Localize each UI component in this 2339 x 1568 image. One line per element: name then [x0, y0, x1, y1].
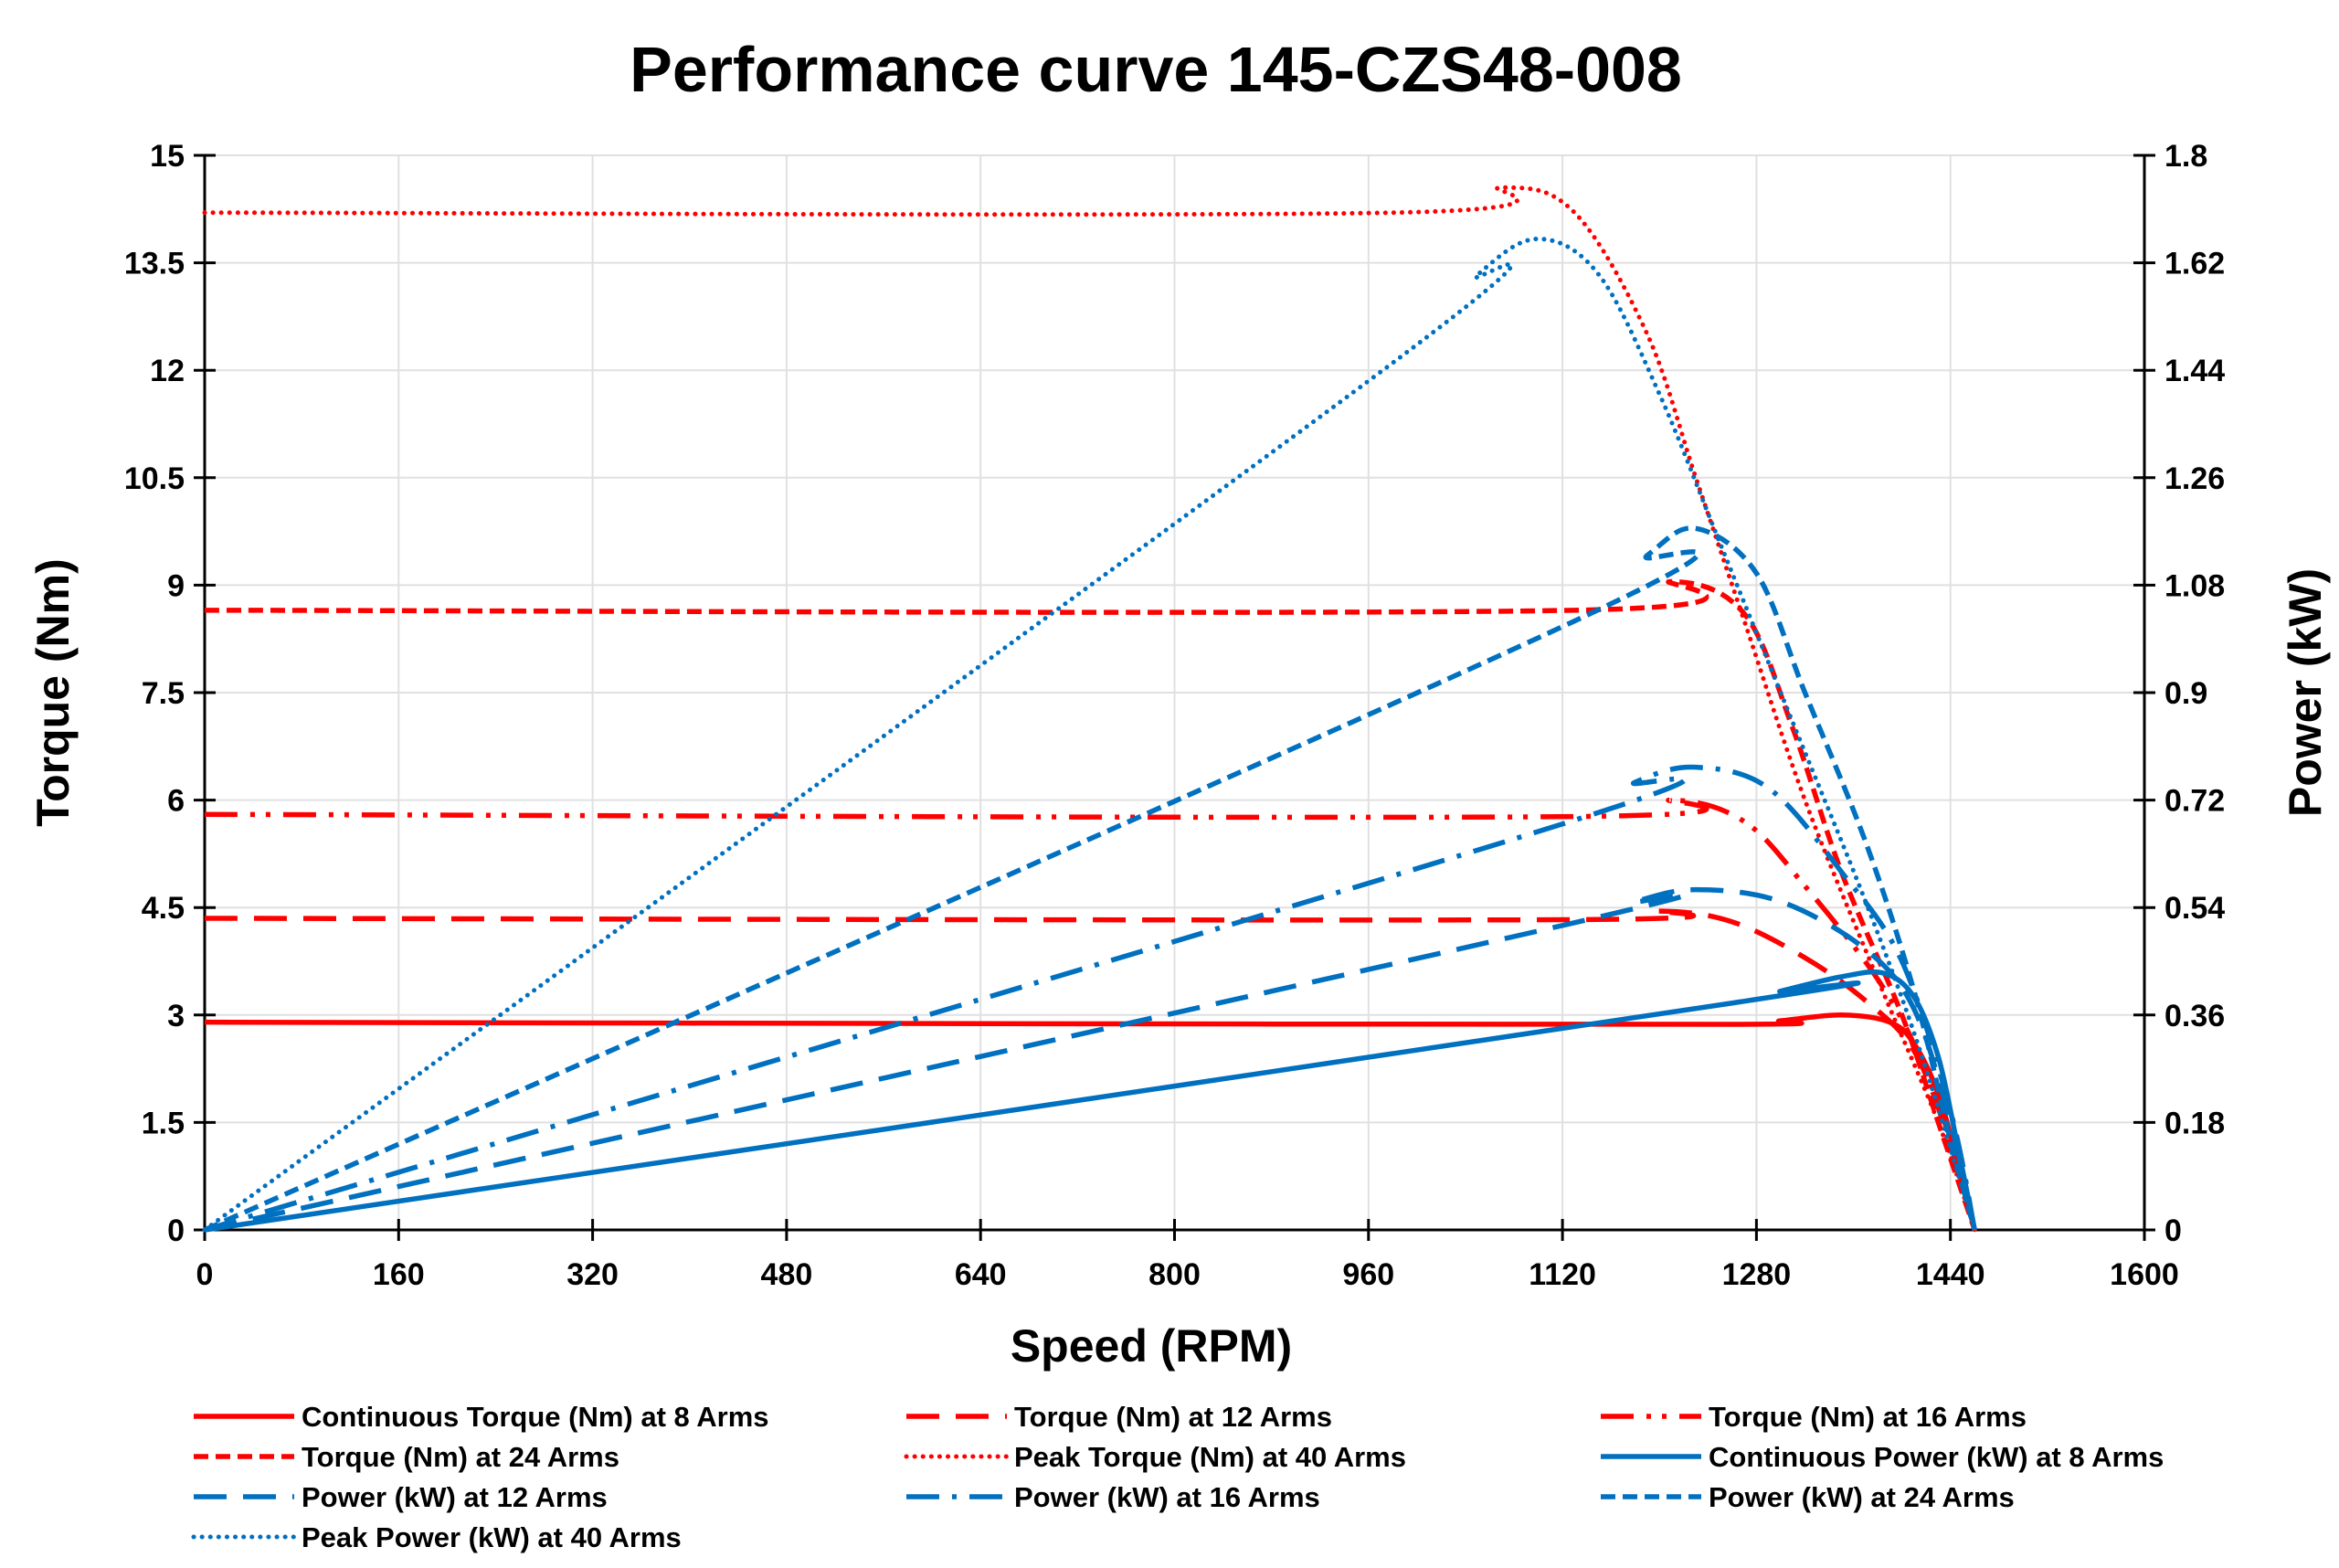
series-line-10	[202, 236, 1977, 1233]
legend-item: Peak Torque (Nm) at 40 Arms	[904, 1441, 1406, 1473]
y-axis-label: Torque (Nm)	[27, 558, 79, 826]
y-tick-label: 9	[167, 568, 185, 603]
legend-item: Torque (Nm) at 12 Arms	[906, 1401, 1332, 1433]
y2-tick-label: 0	[2164, 1213, 2182, 1248]
y2-tick-label: 1.44	[2164, 354, 2225, 388]
legend-label: Torque (Nm) at 16 Arms	[1709, 1401, 2027, 1433]
y2-tick-label: 0.36	[2164, 999, 2225, 1033]
legend-label: Power (kW) at 12 Arms	[302, 1481, 608, 1513]
x-tick-label: 1440	[1916, 1257, 1985, 1292]
legend-item: Torque (Nm) at 24 Arms	[194, 1441, 619, 1473]
y-tick-label: 15	[150, 139, 185, 174]
y-tick-label: 1.5	[142, 1106, 185, 1140]
series-line-3	[204, 797, 1977, 1231]
y-tick-label: 0	[167, 1213, 185, 1248]
legend-item: Torque (Nm) at 16 Arms	[1601, 1401, 2027, 1433]
legend-label: Continuous Torque (Nm) at 8 Arms	[302, 1401, 769, 1433]
legend-item: Continuous Torque (Nm) at 8 Arms	[194, 1401, 769, 1433]
series-line-6	[204, 969, 1977, 1233]
y2-tick-label: 0.9	[2164, 676, 2207, 711]
series-line-9	[203, 525, 1977, 1233]
y-tick-label: 3	[167, 999, 185, 1033]
x-axis-label: Speed (RPM)	[1011, 1320, 1292, 1372]
series-line-4	[204, 578, 1977, 1231]
series-line-2	[204, 908, 1977, 1231]
x-tick-label: 800	[1148, 1257, 1201, 1292]
legend-label: Peak Power (kW) at 40 Arms	[302, 1521, 682, 1553]
gridlines	[205, 154, 2144, 1230]
y-tick-label: 7.5	[142, 676, 185, 711]
y-tick-label: 6	[167, 784, 185, 819]
y2-tick-label: 1.26	[2164, 461, 2225, 496]
x-tick-label: 0	[196, 1257, 214, 1292]
y-tick-label: 12	[150, 354, 185, 388]
y2-axis-label: Power (kW)	[2280, 568, 2331, 817]
series-lines	[202, 185, 1977, 1233]
y2-tick-label: 1.62	[2164, 247, 2225, 281]
x-tick-label: 320	[566, 1257, 619, 1292]
y2-tick-label: 0.18	[2164, 1106, 2225, 1140]
chart-title: Performance curve 145-CZS48-008	[630, 34, 1682, 105]
legend-item: Peak Power (kW) at 40 Arms	[191, 1521, 682, 1553]
y2-tick-label: 0.72	[2164, 784, 2225, 819]
x-tick-label: 960	[1342, 1257, 1394, 1292]
legend-label: Continuous Power (kW) at 8 Arms	[1709, 1441, 2164, 1473]
y-tick-label: 4.5	[142, 891, 185, 926]
y-tick-label: 10.5	[124, 461, 185, 496]
legend-label: Power (kW) at 24 Arms	[1709, 1481, 2015, 1513]
x-tick-label: 1280	[1722, 1257, 1792, 1292]
x-tick-label: 160	[373, 1257, 425, 1292]
y-tick-label: 13.5	[124, 247, 185, 281]
x-tick-label: 640	[955, 1257, 1007, 1292]
y2-tick-label: 1.8	[2164, 139, 2207, 174]
legend-item: Power (kW) at 24 Arms	[1601, 1481, 2015, 1513]
x-tick-label: 480	[761, 1257, 813, 1292]
legend: Continuous Torque (Nm) at 8 Arms Torque (…	[191, 1401, 2164, 1553]
legend-item: Continuous Power (kW) at 8 Arms	[1601, 1441, 2164, 1473]
y2-tick-label: 0.54	[2164, 891, 2225, 926]
series-line-8	[204, 764, 1977, 1233]
legend-label: Power (kW) at 16 Arms	[1014, 1481, 1320, 1513]
x-tick-label: 1120	[1529, 1257, 1596, 1292]
legend-label: Torque (Nm) at 24 Arms	[302, 1441, 619, 1473]
legend-item: Power (kW) at 12 Arms	[194, 1481, 608, 1513]
series-line-7	[204, 886, 1977, 1233]
legend-label: Torque (Nm) at 12 Arms	[1014, 1401, 1332, 1433]
x-tick-label: 1600	[2110, 1257, 2179, 1292]
legend-item: Power (kW) at 16 Arms	[906, 1481, 1320, 1513]
legend-label: Peak Torque (Nm) at 40 Arms	[1014, 1441, 1406, 1473]
series-line-5	[202, 185, 1977, 1233]
y2-tick-label: 1.08	[2164, 568, 2225, 603]
